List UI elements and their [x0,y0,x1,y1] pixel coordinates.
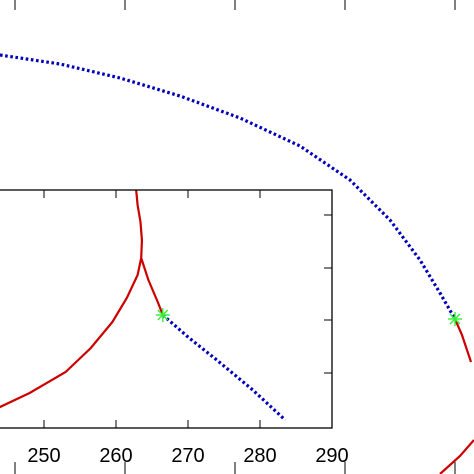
inset-marker [155,308,170,322]
main-marker [448,312,462,326]
main-series-line [439,439,474,474]
main-series-line [0,53,457,320]
inset-background [0,190,332,428]
inset-series-line [0,257,143,409]
inset-x-tick-label: 250 [27,445,60,467]
inset-series-line [135,189,144,259]
inset-panel: 250 260 270 280 290 [0,189,349,467]
inset-x-tick-label: 260 [99,445,132,467]
inset-x-tick-label: 280 [243,445,276,467]
main-series-line [453,318,473,363]
inset-frame [0,189,333,429]
inset-series-line [140,257,164,316]
inset-series-line [161,313,287,422]
inset-x-tick-label: 270 [171,445,204,467]
inset-x-tick-label: 290 [315,445,348,467]
